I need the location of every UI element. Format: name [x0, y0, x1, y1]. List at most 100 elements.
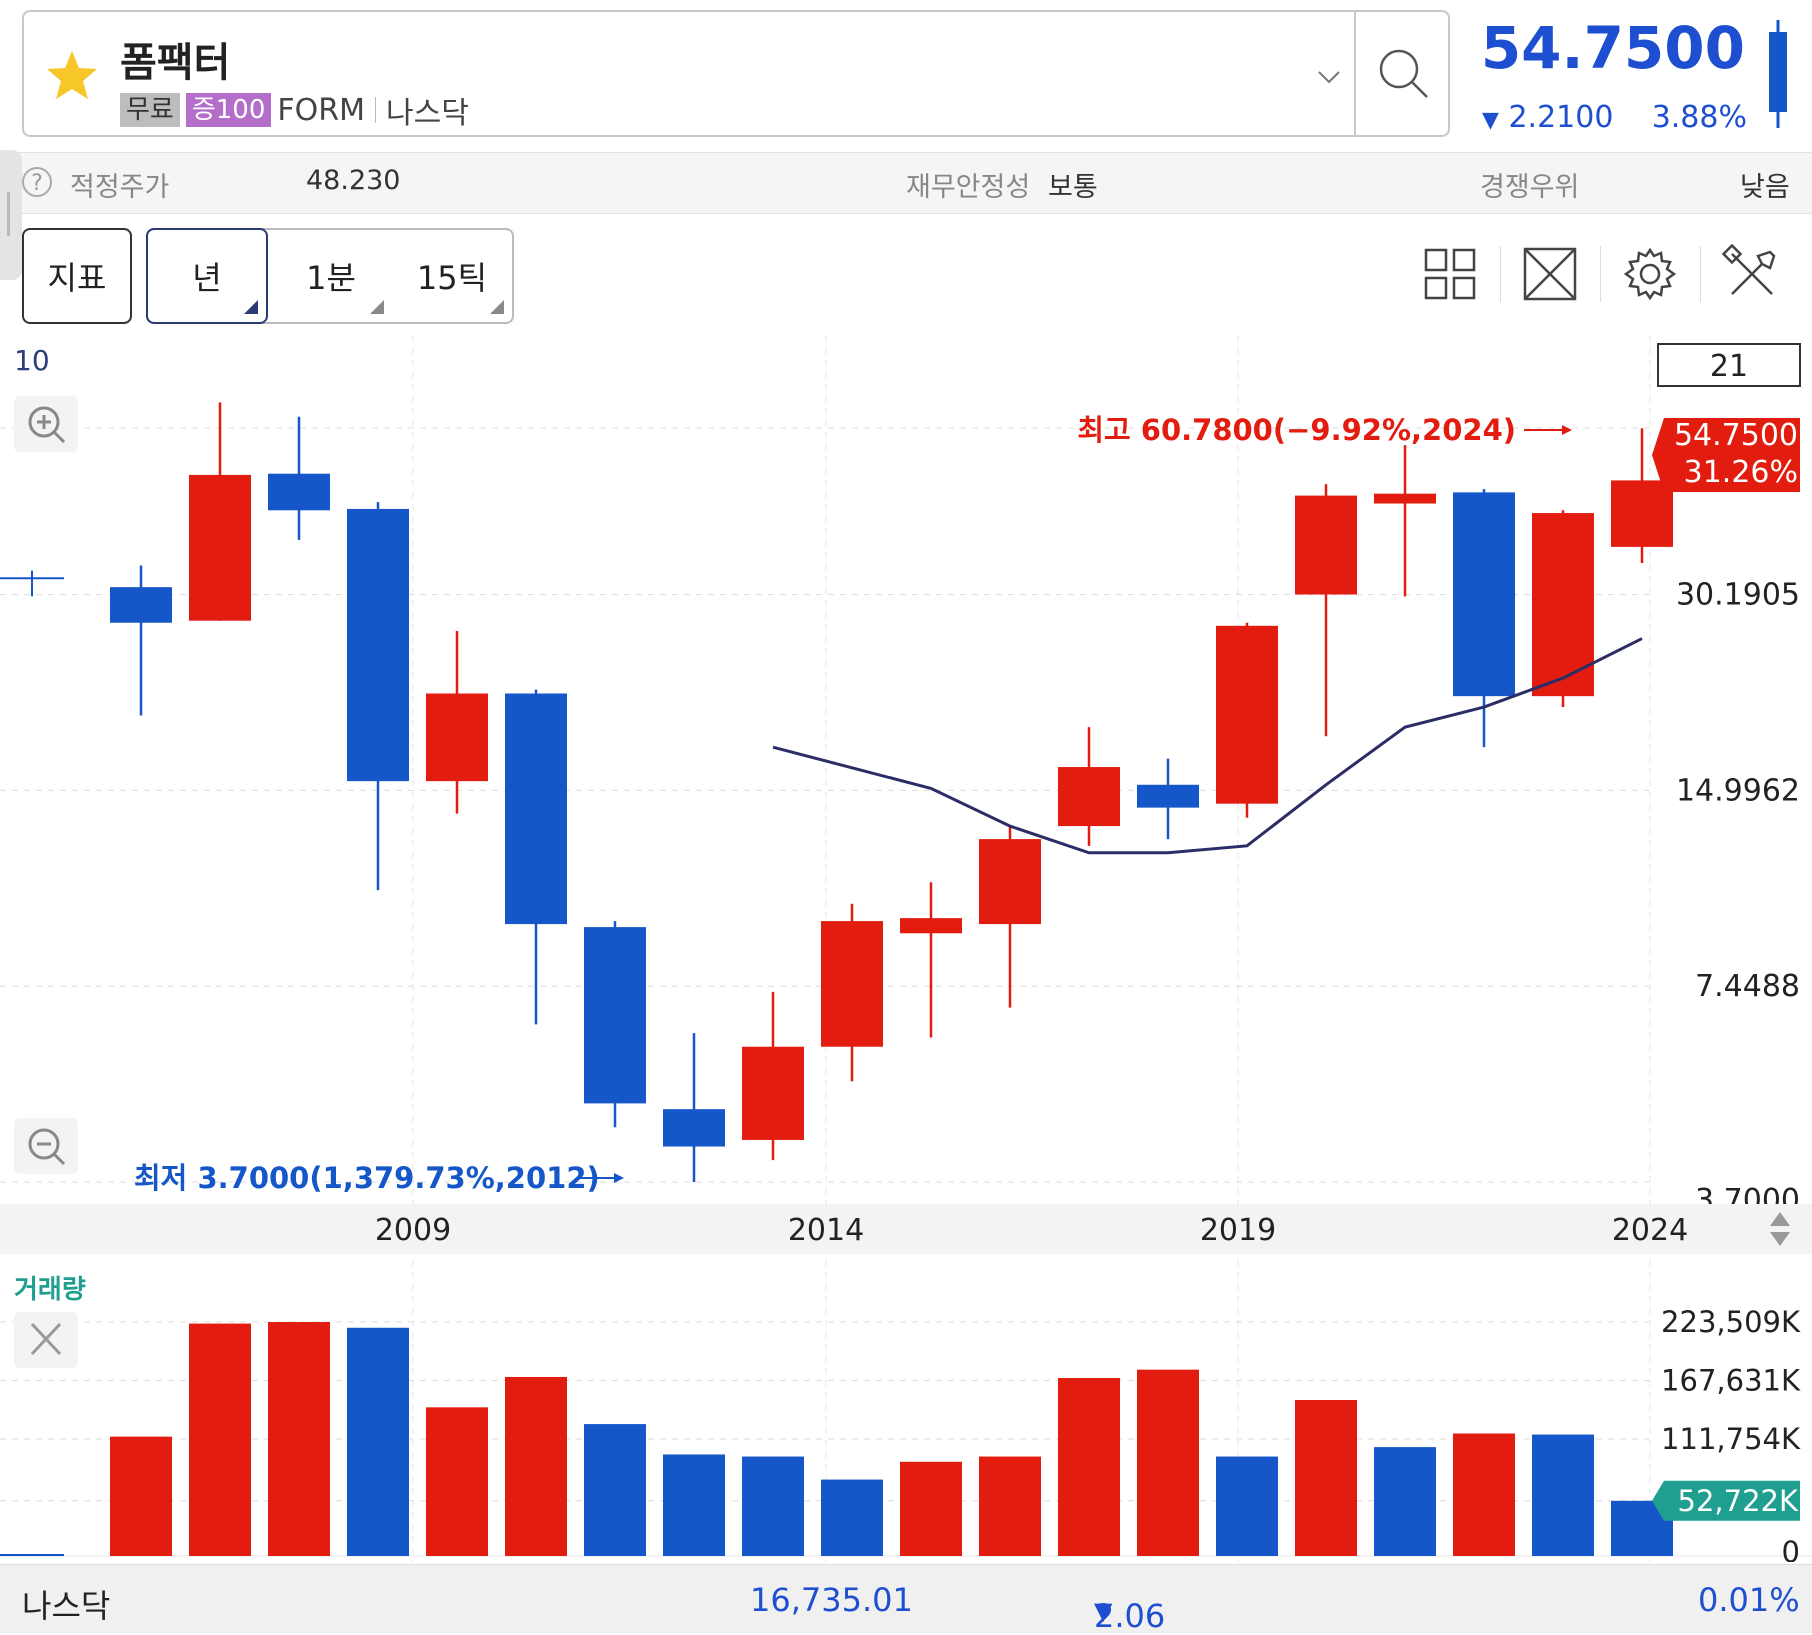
- volume-bar: [505, 1376, 567, 1556]
- volume-bar: [268, 1322, 330, 1556]
- fin-stability-label: 재무안정성: [906, 172, 1031, 203]
- down-arrow-icon: ▼: [1482, 108, 1499, 133]
- price-change-row: ▼ 2.2100 3.88%: [1482, 100, 1747, 135]
- competitive-label: 경쟁우위: [1480, 172, 1580, 203]
- candle-body: [1295, 495, 1357, 595]
- volume-bar: [1216, 1456, 1278, 1556]
- chevron-down-icon[interactable]: [1314, 62, 1344, 92]
- price-chart[interactable]: 10 2130.190514.99627.44883.700054.750031.…: [0, 336, 1812, 1562]
- candle-body: [1216, 625, 1278, 804]
- index-value: 16,735.01: [750, 1581, 913, 1619]
- help-icon[interactable]: ?: [22, 167, 52, 197]
- candle-body: [1532, 513, 1594, 697]
- toolbar-divider: [1700, 246, 1701, 302]
- search-icon: [1379, 49, 1428, 98]
- volume-bar: [663, 1454, 725, 1556]
- volume-bar: [821, 1479, 883, 1556]
- candle-body: [979, 839, 1041, 925]
- close-icon: [30, 1322, 62, 1356]
- volume-bar: [900, 1461, 962, 1556]
- volume-tick-label: 223,509K: [1661, 1305, 1801, 1339]
- volume-bar: [426, 1407, 488, 1556]
- toolbar-divider: [1600, 246, 1601, 302]
- volume-bar: [1453, 1433, 1515, 1556]
- period-year-label: 년: [192, 259, 222, 297]
- price-badge-value: 54.7500: [1674, 418, 1798, 453]
- candle-body: [900, 918, 962, 934]
- high-annotation-arrowhead: [1562, 425, 1572, 435]
- indicator-button[interactable]: 지표: [22, 228, 132, 324]
- price-change-value: 2.2100: [1508, 100, 1614, 135]
- candle-body: [821, 921, 883, 1047]
- zoom-out-button[interactable]: [14, 1118, 78, 1174]
- volume-bar: [1295, 1400, 1357, 1556]
- fair-price-label: 적정주가: [70, 172, 170, 203]
- price-change-pct: 3.88%: [1651, 100, 1747, 135]
- corner-indicator: [370, 300, 384, 314]
- divider: [375, 97, 376, 123]
- zoom-in-icon: [28, 406, 66, 444]
- fullscreen-icon[interactable]: [1520, 244, 1580, 304]
- visible-count-box: [1657, 343, 1801, 387]
- current-price: 54.7500: [1480, 14, 1745, 82]
- grid-layout-icon[interactable]: [1420, 244, 1480, 304]
- candle-body: [426, 693, 488, 782]
- volume-badge-value: 52,722K: [1678, 1484, 1799, 1518]
- gear-icon[interactable]: [1620, 244, 1680, 304]
- volume-bar: [1137, 1369, 1199, 1556]
- volume-tick-label: 167,631K: [1661, 1364, 1801, 1398]
- close-volume-button[interactable]: [14, 1312, 78, 1368]
- volume-bar: [1374, 1447, 1436, 1556]
- index-ticker-bar[interactable]: 나스닥 16,735.01 ▼ 2.06 0.01%: [0, 1564, 1812, 1635]
- mini-candle-icon: [1769, 20, 1787, 128]
- scroll-up-icon: [1770, 1212, 1790, 1226]
- favorite-star-icon[interactable]: [44, 48, 100, 104]
- volume-bar: [584, 1424, 646, 1556]
- y-axis-tick-label: 7.4488: [1695, 969, 1800, 1004]
- period-year-button[interactable]: 년: [146, 228, 268, 324]
- period-15tick-button[interactable]: 15틱: [392, 230, 512, 322]
- zoom-in-button[interactable]: [14, 396, 78, 452]
- period-selector: 년 1분 15틱: [146, 228, 514, 324]
- candle-body: [584, 927, 646, 1104]
- valuation-info-bar: ? 적정주가 48.230 재무안정성 보통 경쟁우위 낮음: [0, 152, 1812, 214]
- competitive-value: 낮음: [1740, 172, 1790, 203]
- stock-header[interactable]: 폼팩터 무료 증100 FORM 나스닥: [22, 10, 1450, 137]
- down-arrow-icon: ▼: [1094, 1597, 1113, 1625]
- candle-body: [663, 1109, 725, 1147]
- zoom-out-icon: [28, 1128, 66, 1166]
- fair-price-value: 48.230: [306, 165, 401, 196]
- candle-body: [1374, 493, 1436, 504]
- candle-body: [110, 587, 172, 623]
- period-1min-button[interactable]: 1분: [270, 230, 392, 322]
- corner-indicator: [490, 300, 504, 314]
- x-axis-tick-label: 2019: [1200, 1213, 1276, 1248]
- corner-indicator: [244, 300, 258, 314]
- period-15tick-label: 15틱: [416, 259, 488, 297]
- candle-body: [505, 693, 567, 925]
- search-button[interactable]: [1354, 12, 1452, 135]
- low-annotation-arrowhead: [614, 1173, 624, 1183]
- price-change: ▼ 2.2100: [1482, 100, 1613, 135]
- candle-body: [1453, 492, 1515, 697]
- chart-period-label: 10: [14, 344, 50, 377]
- tools-icon[interactable]: [1722, 244, 1782, 304]
- side-panel-handle[interactable]: [0, 150, 22, 280]
- volume-bar: [189, 1323, 251, 1556]
- candle-body: [268, 473, 330, 511]
- index-change-value: 2.06: [1094, 1597, 1166, 1635]
- index-name: 나스닥: [22, 1587, 111, 1625]
- high-annotation: 최고 60.7800(−9.92%,2024): [1077, 413, 1516, 447]
- index-pct: 0.01%: [1698, 1581, 1800, 1619]
- candle-body: [1137, 784, 1199, 808]
- y-axis-tick-label: 30.1905: [1676, 578, 1800, 613]
- volume-tick-label: 111,754K: [1661, 1422, 1801, 1456]
- free-tag: 무료: [120, 93, 180, 127]
- x-axis-tick-label: 2009: [375, 1213, 451, 1248]
- candle-body: [1058, 767, 1120, 827]
- stock-tags: 무료 증100 FORM 나스닥: [120, 92, 469, 131]
- low-annotation: 최저 3.7000(1,379.73%,2012): [134, 1161, 600, 1195]
- price-badge-pct: 31.26%: [1684, 455, 1798, 490]
- visible-count: 21: [1710, 349, 1748, 384]
- volume-label: 거래량: [14, 1275, 86, 1305]
